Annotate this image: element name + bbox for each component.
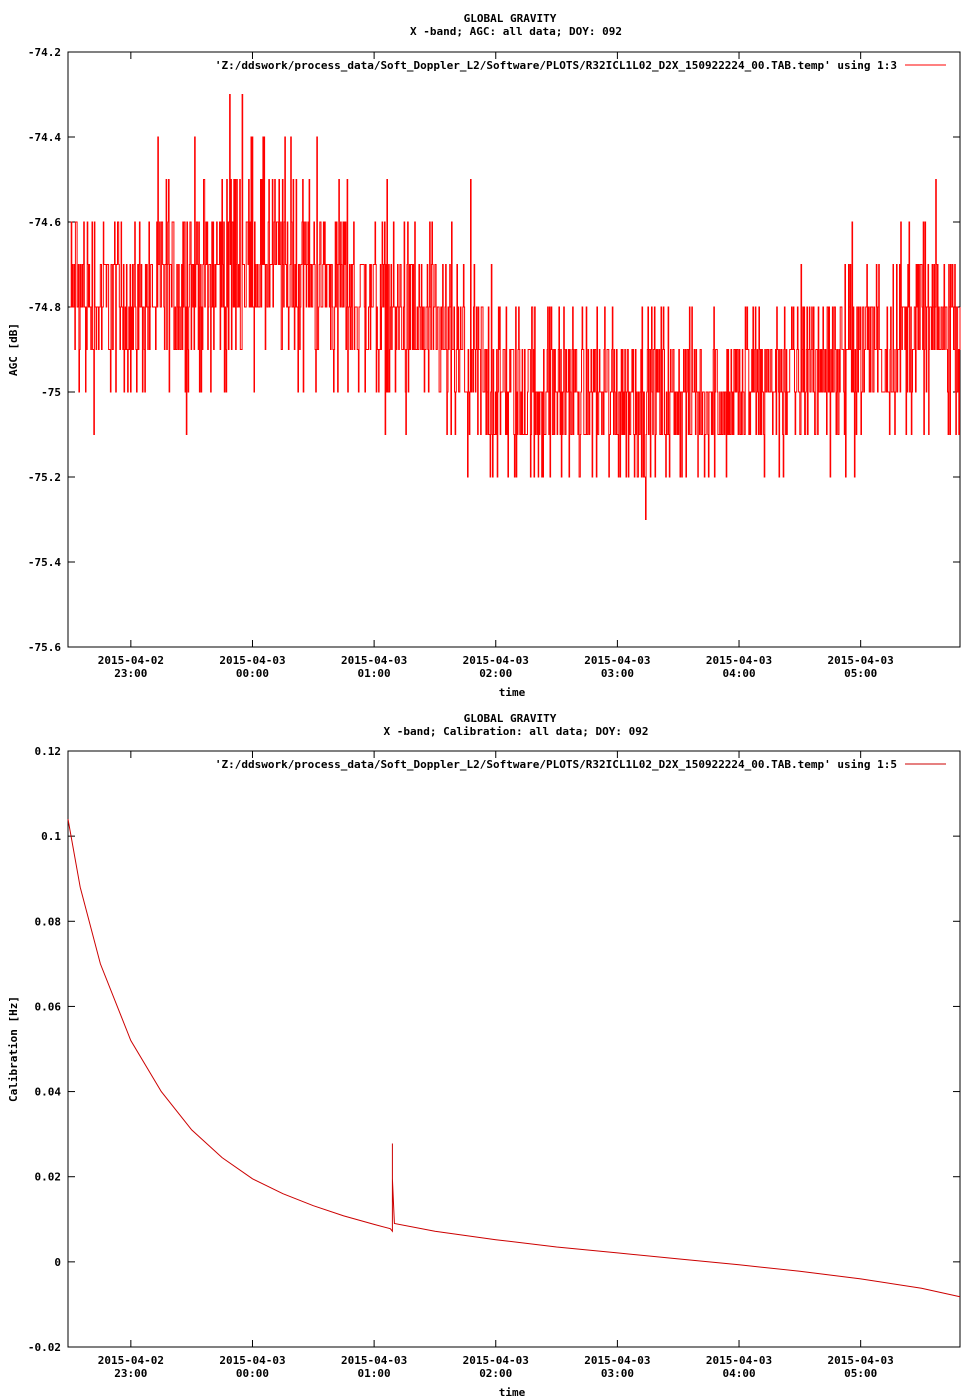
x-tick-label-time: 03:00: [601, 667, 634, 680]
y-tick-label: -75.4: [28, 556, 61, 569]
x-tick-label-time: 03:00: [601, 1367, 634, 1380]
x-tick-label-time: 01:00: [358, 1367, 391, 1380]
chart-subtitle: X -band; AGC: all data; DOY: 092: [410, 25, 622, 38]
y-tick-label: 0.04: [35, 1086, 62, 1099]
x-tick-label-date: 2015-04-03: [341, 654, 407, 667]
x-tick-label-time: 02:00: [479, 667, 512, 680]
y-tick-label: -74.6: [28, 216, 61, 229]
x-tick-label-date: 2015-04-03: [219, 654, 285, 667]
y-tick-label: -74.8: [28, 301, 61, 314]
x-tick-label-time: 23:00: [114, 1367, 147, 1380]
x-tick-label-time: 05:00: [844, 1367, 877, 1380]
x-tick-label-date: 2015-04-03: [463, 654, 529, 667]
y-tick-label: -75.2: [28, 471, 61, 484]
series-line-1: [70, 94, 961, 520]
x-tick-label-time: 04:00: [722, 1367, 755, 1380]
y-tick-label: 0.12: [35, 745, 62, 758]
y-tick-label: 0.08: [35, 915, 62, 928]
chart-subtitle: X -band; Calibration: all data; DOY: 092: [384, 725, 649, 738]
x-tick-label-date: 2015-04-03: [341, 1354, 407, 1367]
y-tick-label: 0: [54, 1256, 61, 1269]
x-tick-label-time: 00:00: [236, 667, 269, 680]
y-axis-label: Calibration [Hz]: [7, 996, 20, 1102]
x-tick-label-date: 2015-04-03: [219, 1354, 285, 1367]
x-tick-label-time: 04:00: [722, 667, 755, 680]
y-axis-label: AGC [dB]: [7, 323, 20, 376]
x-tick-label-time: 23:00: [114, 667, 147, 680]
chart-title: GLOBAL GRAVITY: [464, 12, 557, 25]
x-tick-label-date: 2015-04-03: [706, 1354, 772, 1367]
x-axis-label: time: [499, 1386, 526, 1399]
legend-label: 'Z:/ddswork/process_data/Soft_Doppler_L2…: [215, 59, 897, 72]
x-tick-label-time: 02:00: [479, 1367, 512, 1380]
y-tick-label: -0.02: [28, 1341, 61, 1354]
x-axis-label: time: [499, 686, 526, 699]
chart-title: GLOBAL GRAVITY: [464, 712, 557, 725]
x-tick-label-date: 2015-04-02: [98, 654, 164, 667]
x-tick-label-date: 2015-04-03: [463, 1354, 529, 1367]
legend-label: 'Z:/ddswork/process_data/Soft_Doppler_L2…: [215, 758, 897, 771]
x-tick-label-date: 2015-04-03: [828, 1354, 894, 1367]
y-tick-label: -74.4: [28, 131, 61, 144]
y-tick-label: 0.1: [41, 830, 61, 843]
series-line-1: [67, 819, 961, 1298]
y-tick-label: -75: [41, 386, 61, 399]
x-tick-label-date: 2015-04-02: [98, 1354, 164, 1367]
y-tick-label: 0.02: [35, 1171, 62, 1184]
y-tick-label: -75.6: [28, 641, 61, 654]
y-tick-label: -74.2: [28, 46, 61, 59]
x-tick-label-time: 00:00: [236, 1367, 269, 1380]
x-tick-label-time: 01:00: [358, 667, 391, 680]
x-tick-label-date: 2015-04-03: [584, 1354, 650, 1367]
x-tick-label-date: 2015-04-03: [828, 654, 894, 667]
x-tick-label-date: 2015-04-03: [584, 654, 650, 667]
y-tick-label: 0.06: [35, 1000, 62, 1013]
x-tick-label-date: 2015-04-03: [706, 654, 772, 667]
x-tick-label-time: 05:00: [844, 667, 877, 680]
plot-frame: [67, 750, 961, 1348]
